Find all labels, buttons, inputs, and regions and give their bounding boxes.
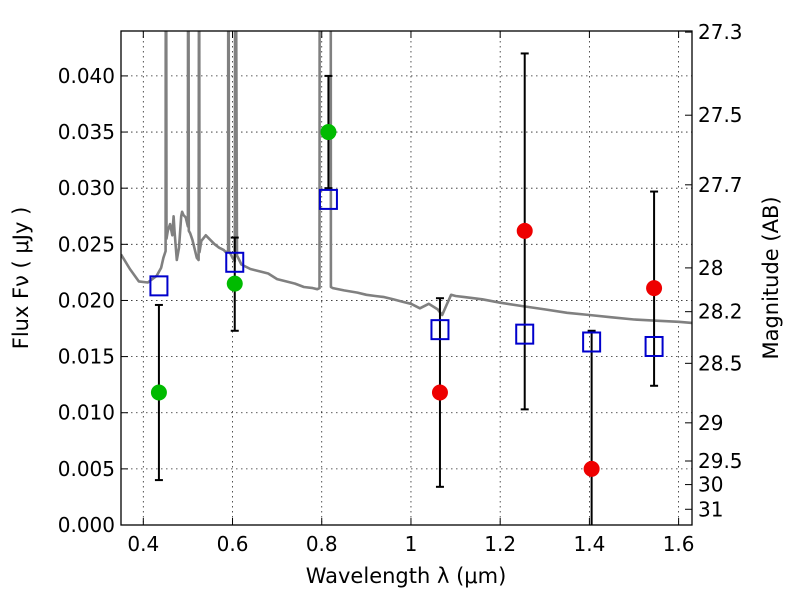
y-tick-label: 0.010 — [58, 401, 115, 425]
tick-layer: 0.4 0.6 0.8 1 1.2 1.4 1.6 0.000 0.005 0.010 0.015 0… — [58, 20, 743, 556]
y-tick-label: 0.040 — [58, 64, 115, 88]
y-axis-title-right: Magnitude (AB) — [759, 196, 783, 359]
plot-area — [121, 31, 692, 525]
y-tick-label: 0.005 — [58, 457, 115, 481]
model-sed-layer — [121, 31, 692, 325]
right-tick-label: 27.5 — [698, 103, 743, 127]
x-tick-label: 1.4 — [573, 532, 605, 556]
x-tick-label: 0.8 — [306, 532, 338, 556]
detection-point — [516, 222, 533, 239]
x-tick-label: 0.4 — [127, 532, 159, 556]
right-tick-label: 27.3 — [698, 20, 743, 44]
y-tick-label: 0.025 — [58, 232, 115, 256]
model-photometry-square — [149, 275, 169, 297]
x-tick-label: 0.6 — [217, 532, 249, 556]
y-tick-label: 0.035 — [58, 120, 115, 144]
right-tick-label: 31 — [698, 497, 723, 521]
right-tick-label: 28 — [698, 256, 723, 280]
y-tick-label: 0.015 — [58, 345, 115, 369]
right-tick-label: 28.2 — [698, 300, 743, 324]
right-tick-label: 29.5 — [698, 449, 743, 473]
x-tick-label: 1 — [405, 532, 418, 556]
plot-frame — [120, 30, 693, 526]
detection-point — [150, 384, 167, 401]
y-tick-label: 0.030 — [58, 176, 115, 200]
y-tick-label: 0.000 — [58, 513, 115, 537]
detection-point — [431, 384, 448, 401]
marker-layer — [149, 124, 664, 477]
right-tick-label: 30 — [698, 473, 723, 497]
right-tick-label: 27.7 — [698, 173, 743, 197]
model-photometry-square — [318, 188, 338, 210]
detection-point — [583, 460, 600, 477]
x-axis-title: Wavelength λ (μm) — [306, 564, 507, 588]
model-sed-line — [121, 31, 692, 325]
model-photometry-square — [582, 331, 602, 353]
model-photometry-square — [225, 251, 245, 273]
model-photometry-square — [430, 319, 450, 341]
y-axis-title-left: Flux Fν ( μJy ) — [9, 207, 33, 350]
x-tick-label: 1.6 — [663, 532, 695, 556]
right-tick-label: 29 — [698, 411, 723, 435]
x-tick-label: 1.2 — [484, 532, 516, 556]
right-tick-label: 28.5 — [698, 351, 743, 375]
y-tick-label: 0.020 — [58, 288, 115, 312]
detection-point — [320, 124, 337, 141]
detection-point — [226, 275, 243, 292]
model-photometry-square — [515, 323, 535, 345]
detection-point — [646, 280, 663, 297]
model-photometry-square — [644, 335, 664, 357]
